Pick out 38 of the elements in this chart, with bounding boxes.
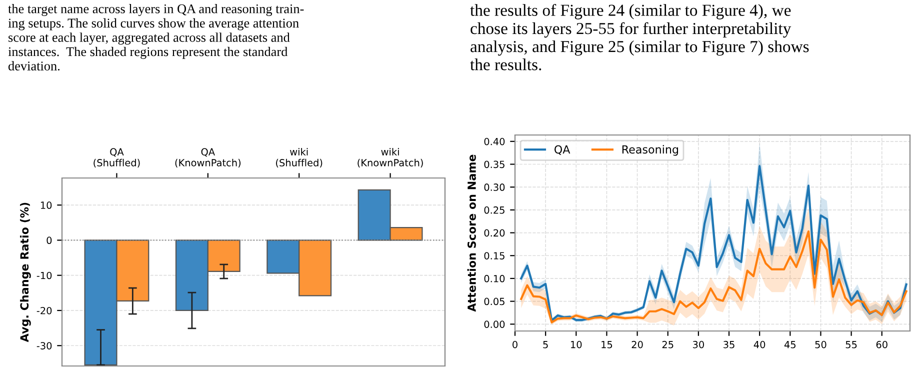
y-tick-label: 0.00 — [484, 320, 505, 328]
text: the target name across layers in QA and reasoning train- ing setups. The solid curves show the average attention score at each layer, aggregated across all datasets and instances. The shaded regions represent the standard deviation. — [8, 4, 304, 71]
x-tick-label: 35 — [724, 340, 734, 348]
x-tick-label: 0 — [512, 340, 518, 348]
legend-label: QA — [554, 145, 570, 155]
x-tick-label: wiki (KnownPatch) — [358, 148, 423, 168]
y-tick-label: 0.35 — [484, 160, 504, 168]
y-tick-label: -20 — [36, 306, 52, 314]
y-axis-title: Avg. Change Ratio (%) — [20, 202, 31, 342]
x-tick-label: 60 — [876, 340, 888, 348]
y-tick-label: 0.10 — [484, 274, 505, 282]
x-tick-label: 40 — [754, 340, 766, 348]
x-tick-label: 5 — [543, 341, 548, 348]
y-axis-title: Attention Score on Name — [467, 154, 476, 312]
x-tick-label: wiki (Shuffled) — [276, 148, 322, 168]
y-tick-label: 0.30 — [484, 184, 505, 191]
y-tick-label: 0.05 — [484, 298, 504, 306]
y-tick-label: -30 — [36, 342, 52, 350]
y-tick-label: 10 — [40, 202, 52, 209]
x-tick-label: QA (Shuffled) — [94, 148, 140, 168]
x-tick-label: 20 — [632, 340, 643, 348]
y-tick-label: 0.20 — [484, 229, 505, 237]
line-series — [520, 230, 908, 324]
x-tick-label: 25 — [662, 340, 674, 348]
y-tick-label: 0.25 — [484, 206, 504, 214]
y-tick-label: 0.15 — [484, 252, 504, 260]
x-tick-label: QA (KnownPatch) — [175, 148, 241, 168]
x-tick-label: 55 — [846, 341, 857, 348]
x-tick-label: 45 — [784, 341, 796, 348]
x-tick-label: 10 — [571, 340, 582, 348]
x-tick-label: 30 — [692, 340, 704, 348]
y-tick-label: -10 — [36, 272, 52, 280]
text: the results of Figure 24 (similar to Figure 4), we chose its layers 25-55 for further interpretability analysis, and Figure 25 (similar to Figure 7) shows the results. — [470, 4, 809, 70]
y-tick-label: 0 — [46, 236, 52, 244]
legend-label: Reasoning — [622, 145, 678, 156]
y-tick-label: 0.40 — [484, 138, 505, 146]
x-tick-label: 50 — [815, 340, 826, 348]
x-tick-label: 15 — [602, 341, 612, 348]
